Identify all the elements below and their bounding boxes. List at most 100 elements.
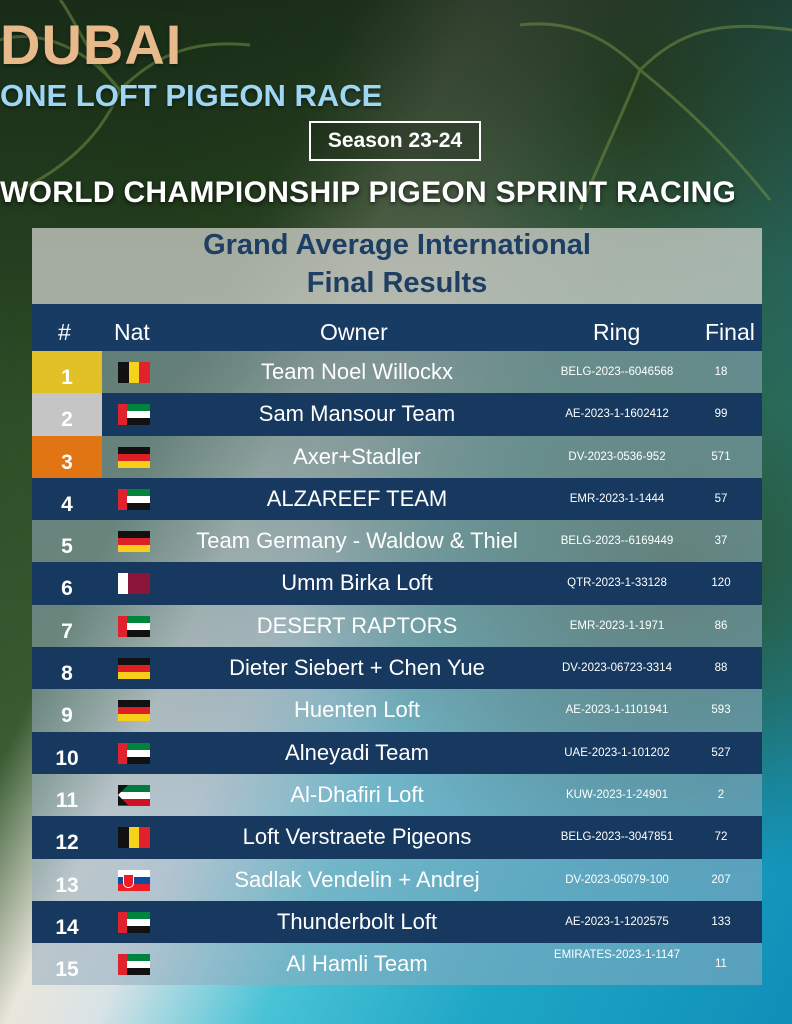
owner-cell: Umm Birka Loft xyxy=(281,570,433,596)
table-row: 9 Huenten Loft AE-2023-1-1101941 593 xyxy=(32,689,762,732)
slovakia-flag-icon xyxy=(118,869,150,891)
final-cell: 18 xyxy=(714,366,728,378)
qatar-flag-icon xyxy=(118,573,150,595)
final-cell: 57 xyxy=(714,492,728,505)
owner-cell: Axer+Stadler xyxy=(293,443,421,469)
ring-cell: BELG-2023--6169449 xyxy=(560,535,674,548)
table-row: 11 Al-Dhafiri Loft KUW-2023-1-24901 2 xyxy=(32,773,762,817)
season-badge: Season 23-24 xyxy=(309,121,481,161)
final-cell: 86 xyxy=(714,619,728,632)
rank-cell: 6 xyxy=(61,577,73,601)
column-header-final: Final xyxy=(705,319,755,345)
belgium-flag-icon xyxy=(118,362,150,383)
final-cell: 88 xyxy=(714,662,728,675)
table-row: 14 Thunderbolt Loft AE-2023-1-1202575 133 xyxy=(32,900,762,944)
owner-cell: Team Noel Willockx xyxy=(261,359,453,384)
results-title-panel: Grand Average International Final Result… xyxy=(32,228,762,304)
rank-cell: 1 xyxy=(32,351,102,394)
ring-cell: QTR-2023-1-33128 xyxy=(567,577,667,590)
owner-cell: DESERT RAPTORS xyxy=(256,612,458,638)
owner-cell: Thunderbolt Loft xyxy=(276,908,438,934)
final-cell: 593 xyxy=(711,704,731,717)
rank-cell: 10 xyxy=(55,746,79,770)
germany-flag-icon xyxy=(118,658,150,680)
germany-flag-icon xyxy=(118,531,150,553)
table-row: 3 Axer+Stadler DV-2023-0536-952 571 xyxy=(32,435,762,478)
table-row: 4 ALZAREEF TEAM EMR-2023-1-1444 57 xyxy=(32,477,762,521)
final-cell: 2 xyxy=(717,788,725,801)
uae-flag-icon xyxy=(118,954,150,976)
rank-cell: 13 xyxy=(55,873,79,897)
owner-cell: ALZAREEF TEAM xyxy=(266,485,448,511)
ring-cell: AE-2023-1-1101941 xyxy=(565,704,669,717)
ring-cell: AE-2023-1-1202575 xyxy=(565,915,669,928)
rank-cell: 4 xyxy=(61,492,73,516)
ring-cell: EMR-2023-1-1971 xyxy=(569,619,665,632)
uae-flag-icon xyxy=(118,615,150,637)
column-header-rank: # xyxy=(58,319,71,345)
owner-cell: Al Hamli Team xyxy=(286,951,428,977)
table-row: 8 Dieter Siebert + Chen Yue DV-2023-06723-… xyxy=(32,647,762,690)
uae-flag-icon xyxy=(118,488,150,510)
uae-flag-icon xyxy=(118,404,150,426)
championship-heading: WORLD CHAMPIONSHIP PIGEON SPRINT RACING xyxy=(0,176,737,209)
results-table: # Nat Owner Ring Final 1 Team Noel Willoc… xyxy=(32,304,762,986)
final-cell: 99 xyxy=(714,408,728,421)
belgium-flag-icon xyxy=(118,827,150,849)
rank-cell: 14 xyxy=(55,915,79,939)
rank-cell: 5 xyxy=(61,535,73,559)
results-title-line1: Grand Average International xyxy=(203,229,591,261)
ring-cell: KUW-2023-1-24901 xyxy=(565,788,669,801)
table-header: # Nat Owner Ring Final xyxy=(32,304,762,351)
page-subtitle: ONE LOFT PIGEON RACE xyxy=(0,78,383,113)
rank-cell: 11 xyxy=(55,788,79,812)
uae-flag-icon xyxy=(118,742,150,764)
final-cell: 207 xyxy=(711,873,731,886)
rank-cell: 8 xyxy=(61,662,73,686)
rank-cell: 3 xyxy=(32,435,102,478)
rank-cell: 2 xyxy=(32,393,102,436)
table-row: 5 Team Germany - Waldow & Thiel BELG-2023-… xyxy=(32,520,762,563)
rank-cell: 12 xyxy=(55,831,79,855)
final-cell: 37 xyxy=(714,535,728,548)
ring-cell: EMIRATES-2023-1-1147 xyxy=(553,949,681,962)
final-cell: 133 xyxy=(711,915,731,928)
final-cell: 120 xyxy=(711,577,731,590)
final-cell: 11 xyxy=(715,958,727,971)
owner-cell: Sam Mansour Team xyxy=(258,401,456,427)
ring-cell: DV-2023-0536-952 xyxy=(568,450,666,463)
table-row: 10 Alneyadi Team UAE-2023-1-101202 527 xyxy=(32,731,762,774)
ring-cell: UAE-2023-1-101202 xyxy=(564,746,670,759)
table-row: 13 Sadlak Vendelin + Andrej DV-2023-05079-… xyxy=(32,858,762,901)
rank-cell: 9 xyxy=(61,704,73,728)
owner-cell: Al-Dhafiri Loft xyxy=(290,781,424,807)
page-title: DUBAI xyxy=(0,13,183,76)
rank-cell: 7 xyxy=(61,619,73,643)
ring-cell: BELG-2023--3047851 xyxy=(560,831,674,844)
owner-cell: Alneyadi Team xyxy=(285,739,429,765)
final-cell: 527 xyxy=(711,746,731,759)
owner-cell: Team Germany - Waldow & Thiel xyxy=(196,528,518,554)
final-cell: 72 xyxy=(714,831,728,844)
table-body: 1 Team Noel Willockx BELG-2023--6046568 18 2… xyxy=(32,351,762,986)
table-row: 1 Team Noel Willockx BELG-2023--6046568 18 xyxy=(32,351,762,394)
kuwait-flag-icon xyxy=(118,784,150,806)
ring-cell: DV-2023-05079-100 xyxy=(565,873,669,886)
table-row: 6 Umm Birka Loft QTR-2023-1-33128 120 xyxy=(32,562,762,605)
column-header-ring: Ring xyxy=(593,319,641,345)
table-row: 12 Loft Verstraete Pigeons BELG-2023--3047… xyxy=(32,816,762,859)
final-cell: 571 xyxy=(711,450,731,463)
owner-cell: Loft Verstraete Pigeons xyxy=(242,824,472,850)
germany-flag-icon xyxy=(118,700,150,722)
germany-flag-icon xyxy=(118,446,150,468)
owner-cell: Dieter Siebert + Chen Yue xyxy=(229,655,485,681)
table-row: 2 Sam Mansour Team AE-2023-1-1602412 99 xyxy=(32,393,762,436)
ring-cell: BELG-2023--6046568 xyxy=(560,366,674,378)
owner-cell: Sadlak Vendelin + Andrej xyxy=(234,866,480,892)
table-row: 15 Al Hamli Team EMIRATES-2023-1-1147 11 xyxy=(32,943,762,986)
column-header-owner: Owner xyxy=(320,319,388,345)
owner-cell: Huenten Loft xyxy=(294,697,420,723)
ring-cell: AE-2023-1-1602412 xyxy=(565,408,669,421)
ring-cell: DV-2023-06723-3314 xyxy=(562,662,672,675)
uae-flag-icon xyxy=(118,911,150,933)
